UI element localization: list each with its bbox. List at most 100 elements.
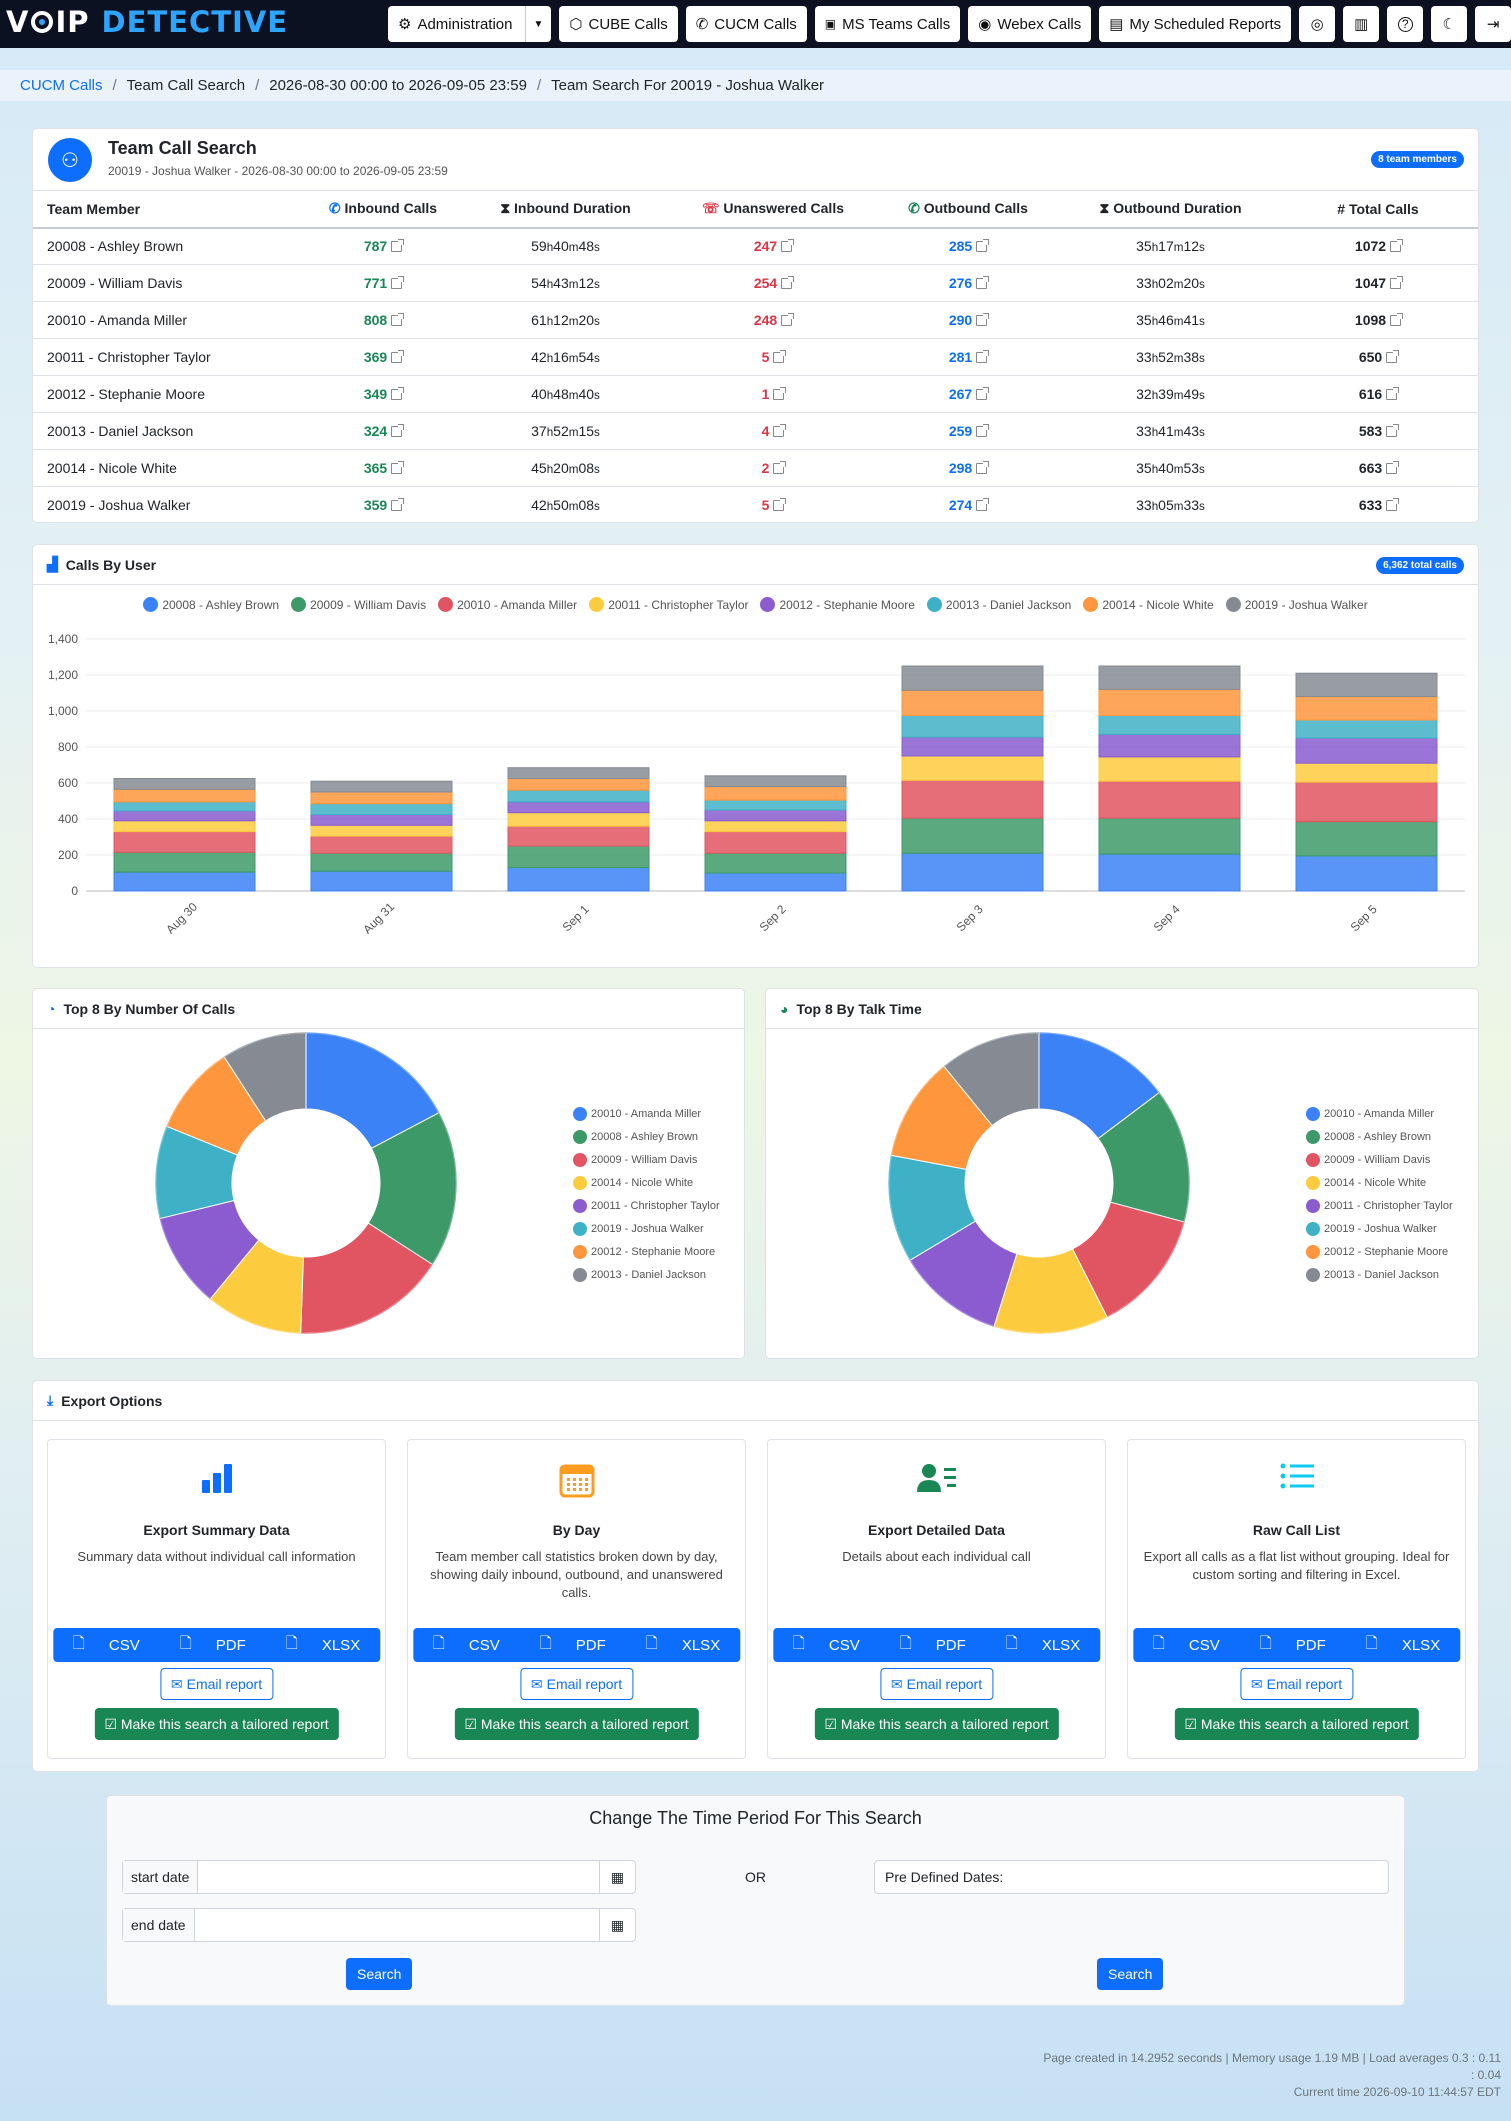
outbound-calls-link[interactable]: 274 [948, 497, 973, 513]
my-scheduled-reports-button[interactable]: ▤ My Scheduled Reports [1099, 6, 1292, 42]
unanswered-calls-link[interactable]: 5 [761, 349, 770, 365]
unanswered-calls-link[interactable]: 247 [753, 238, 778, 255]
pdf-button[interactable]: 🗋 PDF [880, 1628, 986, 1662]
unanswered-calls-link[interactable]: 4 [761, 423, 770, 439]
dark-mode-button[interactable]: ☾ [1431, 6, 1468, 42]
pdf-button[interactable]: 🗋 PDF [520, 1628, 626, 1662]
tailored-report-button[interactable]: ☑ Make this search a tailored report [814, 1708, 1059, 1740]
unanswered-calls-link[interactable]: 2 [761, 460, 770, 476]
inbound-calls-link[interactable]: 349 [363, 386, 388, 402]
logo[interactable]: V IP DETECTIVE [6, 5, 288, 39]
external-link-icon[interactable] [391, 276, 405, 289]
legend-item[interactable]: 20014 - Nicole White [1306, 1171, 1453, 1194]
help-button[interactable]: ? [1387, 6, 1424, 42]
legend-item[interactable]: 20009 - William Davis [291, 597, 426, 612]
external-link-icon[interactable] [773, 350, 787, 363]
legend-item[interactable]: 20013 - Daniel Jackson [926, 597, 1071, 612]
legend-item[interactable]: 20019 - Joshua Walker [573, 1217, 720, 1240]
external-link-icon[interactable] [1386, 424, 1400, 437]
external-link-icon[interactable] [976, 276, 990, 289]
external-link-icon[interactable] [773, 387, 787, 400]
xlsx-button[interactable]: 🗋 XLSX [266, 1628, 380, 1662]
unanswered-calls-link[interactable]: 1 [761, 386, 770, 402]
external-link-icon[interactable] [1386, 387, 1400, 400]
outbound-calls-link[interactable]: 276 [948, 275, 973, 291]
tailored-report-button[interactable]: ☑ Make this search a tailored report [454, 1708, 699, 1740]
external-link-icon[interactable] [391, 498, 405, 511]
external-link-icon[interactable] [391, 313, 405, 326]
external-link-icon[interactable] [976, 313, 990, 326]
unanswered-calls-link[interactable]: 5 [761, 497, 770, 513]
pdf-button[interactable]: 🗋 PDF [1240, 1628, 1346, 1662]
email-report-button[interactable]: ✉ Email report [159, 1668, 274, 1700]
inbound-calls-link[interactable]: 365 [363, 460, 388, 476]
outbound-calls-link[interactable]: 281 [948, 349, 973, 365]
legend-item[interactable]: 20019 - Joshua Walker [1225, 597, 1368, 612]
tailored-report-button[interactable]: ☑ Make this search a tailored report [94, 1708, 339, 1740]
external-link-icon[interactable] [1390, 239, 1404, 253]
inbound-calls-link[interactable]: 369 [363, 349, 388, 365]
xlsx-button[interactable]: 🗋 XLSX [1346, 1628, 1460, 1662]
external-link-icon[interactable] [976, 424, 990, 437]
outbound-calls-link[interactable]: 285 [948, 238, 973, 255]
unanswered-calls-link[interactable]: 254 [753, 275, 778, 291]
predefined-dates-select[interactable]: Pre Defined Dates: [874, 1860, 1389, 1894]
legend-item[interactable]: 20014 - Nicole White [573, 1171, 720, 1194]
total-calls-link[interactable]: 650 [1358, 349, 1383, 365]
xlsx-button[interactable]: 🗋 XLSX [626, 1628, 740, 1662]
external-link-icon[interactable] [1386, 498, 1400, 511]
external-link-icon[interactable] [781, 276, 795, 289]
external-link-icon[interactable] [1390, 276, 1404, 289]
external-link-icon[interactable] [391, 424, 405, 437]
ms-teams-calls-button[interactable]: ▣ MS Teams Calls [814, 6, 961, 42]
external-link-icon[interactable] [773, 461, 787, 474]
total-calls-link[interactable]: 663 [1358, 460, 1383, 476]
legend-item[interactable]: 20011 - Christopher Taylor [1306, 1194, 1453, 1217]
legend-item[interactable]: 20012 - Stephanie Moore [573, 1240, 720, 1263]
external-link-icon[interactable] [391, 239, 405, 253]
external-link-icon[interactable] [1386, 350, 1400, 363]
external-link-icon[interactable] [781, 313, 795, 326]
external-link-icon[interactable] [391, 461, 405, 474]
administration-dropdown-toggle[interactable]: ▼ [524, 6, 552, 42]
calendar-icon[interactable]: ▦ [599, 1909, 635, 1941]
inbound-calls-link[interactable]: 771 [363, 275, 388, 291]
csv-button[interactable]: 🗋 CSV [1133, 1628, 1240, 1662]
external-link-icon[interactable] [781, 239, 795, 253]
outbound-calls-link[interactable]: 267 [948, 386, 973, 402]
csv-button[interactable]: 🗋 CSV [413, 1628, 520, 1662]
total-calls-link[interactable]: 616 [1358, 386, 1383, 402]
legend-item[interactable]: 20013 - Daniel Jackson [1306, 1263, 1453, 1286]
legend-item[interactable]: 20010 - Amanda Miller [1306, 1102, 1453, 1125]
legend-item[interactable]: 20009 - William Davis [1306, 1148, 1453, 1171]
search-button-custom[interactable]: Search [346, 1958, 413, 1990]
total-calls-link[interactable]: 1072 [1354, 238, 1387, 255]
email-report-button[interactable]: ✉ Email report [1239, 1668, 1354, 1700]
external-link-icon[interactable] [976, 387, 990, 400]
external-link-icon[interactable] [976, 461, 990, 474]
logout-button[interactable]: ⇥ [1475, 6, 1511, 42]
end-date-input[interactable] [195, 1909, 600, 1941]
legend-item[interactable]: 20008 - Ashley Brown [1306, 1125, 1453, 1148]
external-link-icon[interactable] [976, 239, 990, 253]
email-report-button[interactable]: ✉ Email report [519, 1668, 634, 1700]
calendar-icon[interactable]: ▦ [599, 1861, 635, 1893]
pdf-button[interactable]: 🗋 PDF [160, 1628, 266, 1662]
search-button-predefined[interactable]: Search [1097, 1958, 1164, 1990]
legend-item[interactable]: 20013 - Daniel Jackson [573, 1263, 720, 1286]
administration-button[interactable]: ⚙ Administration ▼ [388, 6, 552, 42]
external-link-icon[interactable] [1390, 313, 1404, 326]
external-link-icon[interactable] [976, 498, 990, 511]
inbound-calls-link[interactable]: 808 [363, 312, 388, 328]
breadcrumb-cucm-calls[interactable]: CUCM Calls [20, 77, 103, 94]
user-profile-button[interactable]: ◎ [1299, 6, 1336, 42]
external-link-icon[interactable] [773, 424, 787, 437]
legend-item[interactable]: 20019 - Joshua Walker [1306, 1217, 1453, 1240]
legend-item[interactable]: 20009 - William Davis [573, 1148, 720, 1171]
total-calls-link[interactable]: 1047 [1354, 275, 1387, 291]
cucm-calls-button[interactable]: ✆ CUCM Calls [685, 6, 807, 42]
inbound-calls-link[interactable]: 359 [363, 497, 388, 513]
xlsx-button[interactable]: 🗋 XLSX [986, 1628, 1100, 1662]
external-link-icon[interactable] [773, 498, 787, 511]
total-calls-link[interactable]: 583 [1358, 423, 1383, 439]
